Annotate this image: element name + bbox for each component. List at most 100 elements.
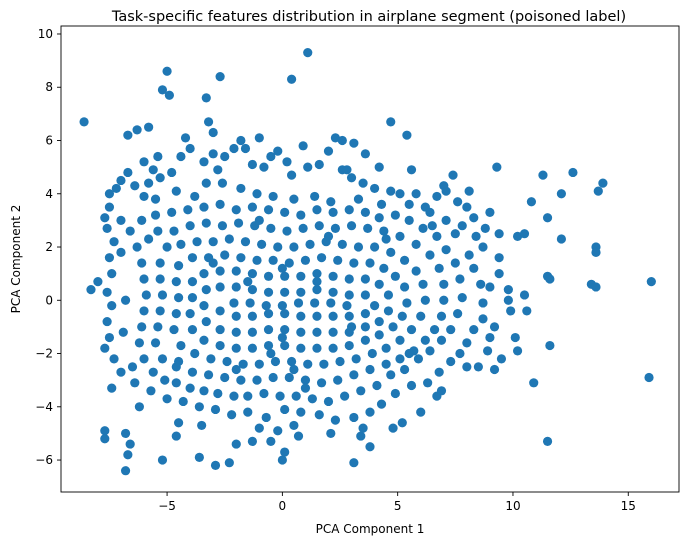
data-point: [510, 332, 520, 343]
data-point: [79, 117, 89, 127]
data-point: [187, 367, 198, 377]
data-point: [185, 308, 195, 319]
data-point: [406, 165, 417, 175]
data-point: [363, 223, 373, 233]
data-point: [365, 258, 375, 268]
data-point: [556, 189, 567, 199]
data-point: [395, 354, 405, 364]
data-point: [420, 202, 430, 212]
data-point: [171, 277, 181, 287]
data-point: [303, 162, 313, 172]
data-point: [323, 396, 334, 407]
data-point: [247, 343, 257, 353]
data-point: [512, 346, 523, 356]
data-point: [125, 439, 135, 449]
data-point: [199, 335, 209, 345]
data-point: [439, 295, 449, 305]
data-point: [144, 122, 154, 132]
data-point: [323, 146, 334, 156]
data-point: [190, 191, 200, 202]
data-point: [270, 356, 281, 367]
data-point: [277, 332, 287, 343]
data-point: [263, 340, 274, 351]
data-point: [545, 274, 555, 284]
data-point: [203, 370, 214, 380]
data-point: [568, 167, 578, 178]
data-point: [291, 391, 301, 401]
data-point: [215, 266, 225, 276]
data-point: [346, 221, 357, 231]
data-point: [146, 386, 156, 396]
data-point: [176, 340, 186, 351]
y-tick-label: −2: [35, 347, 53, 361]
data-point: [360, 207, 370, 217]
data-point: [436, 311, 447, 321]
data-point: [402, 298, 412, 308]
data-point: [312, 343, 322, 353]
data-point: [503, 295, 513, 305]
data-point: [236, 375, 246, 385]
data-point: [280, 447, 290, 457]
data-point: [356, 431, 366, 441]
data-point: [284, 372, 294, 383]
data-point: [545, 340, 555, 351]
data-point: [388, 423, 398, 433]
data-point: [328, 287, 338, 297]
data-point: [282, 226, 292, 236]
data-point: [298, 223, 308, 233]
data-point: [157, 85, 168, 95]
data-point: [346, 322, 357, 332]
data-point: [319, 359, 329, 369]
data-point: [328, 327, 338, 337]
data-point: [335, 356, 345, 367]
data-point: [102, 287, 112, 297]
data-point: [432, 191, 442, 202]
data-point: [104, 332, 115, 343]
plot-area-frame: [60, 25, 680, 493]
data-point: [231, 343, 241, 353]
data-point: [247, 159, 257, 170]
data-point: [598, 178, 608, 188]
data-point: [201, 218, 211, 228]
data-point: [139, 354, 149, 364]
x-axis-label: PCA Component 1: [316, 522, 425, 536]
data-point: [132, 125, 142, 135]
data-point: [208, 258, 218, 268]
data-point: [365, 364, 375, 375]
data-point: [503, 285, 513, 295]
data-point: [174, 261, 184, 271]
data-point: [404, 348, 414, 359]
data-point: [439, 279, 449, 289]
data-point: [280, 404, 290, 415]
data-point: [116, 175, 126, 186]
data-point: [137, 322, 147, 332]
data-point: [404, 215, 414, 225]
data-point: [266, 348, 276, 359]
data-point: [247, 202, 257, 212]
data-point: [328, 207, 338, 217]
data-point: [104, 253, 115, 263]
data-point: [312, 205, 322, 215]
data-point: [93, 277, 103, 287]
data-point: [215, 324, 225, 335]
data-point: [280, 271, 290, 281]
data-point: [340, 391, 350, 401]
data-point: [386, 186, 396, 196]
data-point: [160, 375, 170, 385]
data-point: [506, 306, 516, 316]
data-point: [457, 221, 467, 231]
data-point: [591, 247, 601, 257]
data-point: [381, 343, 391, 353]
data-point: [261, 412, 271, 423]
data-point: [123, 167, 133, 178]
data-point: [217, 178, 228, 188]
data-point: [469, 324, 479, 335]
data-point: [254, 359, 264, 369]
data-point: [326, 298, 336, 308]
data-point: [229, 143, 239, 154]
data-point: [404, 199, 414, 210]
y-tick-label: 8: [45, 80, 53, 94]
data-point: [157, 354, 168, 364]
data-point: [150, 194, 161, 204]
data-point: [155, 306, 165, 316]
